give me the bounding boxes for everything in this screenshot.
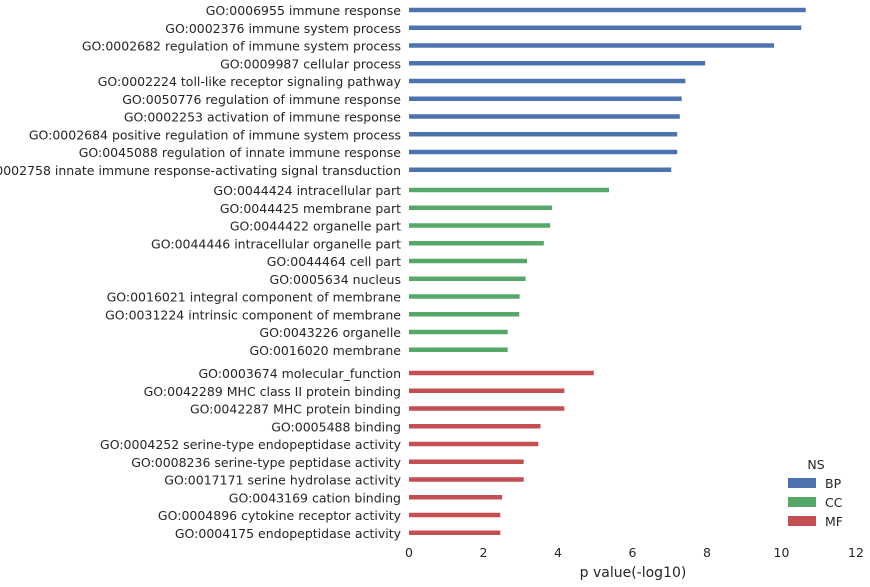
category-label: GO:0050776 regulation of immune response	[122, 92, 401, 107]
bar-bp	[409, 114, 680, 119]
bar-cc	[409, 312, 520, 317]
category-label: GO:0004175 endopeptidase activity	[175, 526, 402, 541]
category-label: GO:0002758 innate immune response-activa…	[0, 163, 401, 178]
bar-cc	[409, 205, 553, 210]
bar-mf	[409, 477, 524, 482]
bar-bp	[409, 149, 678, 155]
bar-cc	[409, 241, 544, 246]
bar-bp	[409, 43, 775, 48]
category-label: GO:0005634 nucleus	[270, 272, 401, 287]
x-tick-label: 12	[848, 545, 864, 560]
bar-bp	[409, 78, 686, 84]
category-label: GO:0005488 binding	[271, 419, 401, 434]
x-tick-label: 8	[703, 545, 711, 560]
category-label: GO:0002682 regulation of immune system p…	[82, 39, 401, 54]
category-label: GO:0042287 MHC protein binding	[190, 402, 401, 417]
x-axis-title: p value(-log10)	[580, 565, 687, 581]
category-label: GO:0031224 intrinsic component of membra…	[105, 307, 401, 322]
bar-mf	[409, 459, 524, 464]
bar-bp	[409, 132, 678, 137]
x-axis-ticks: 0 2 4 6 8 10 12	[405, 545, 864, 560]
category-labels: GO:0006955 immune response GO:0002376 imm…	[0, 3, 402, 541]
category-label: GO:0044464 cell part	[267, 254, 401, 269]
bar-mf	[409, 512, 501, 518]
x-tick-label: 6	[629, 545, 637, 560]
bars-layer	[409, 7, 806, 535]
bar-cc	[409, 223, 551, 228]
category-label: GO:0043169 cation binding	[229, 490, 401, 505]
category-label: GO:0017171 serine hydrolase activity	[164, 473, 401, 488]
bar-mf	[409, 530, 501, 535]
category-label: GO:0006955 immune response	[206, 3, 402, 18]
legend-title: NS	[807, 457, 824, 472]
category-label: GO:0042289 MHC class II protein binding	[144, 384, 401, 399]
bar-mf	[409, 388, 565, 393]
x-tick-label: 10	[774, 545, 790, 560]
category-label: GO:0016021 integral component of membran…	[107, 290, 402, 305]
bar-bp	[409, 61, 706, 66]
bar-cc	[409, 329, 508, 335]
category-label: GO:0044425 membrane part	[220, 201, 401, 216]
category-label: GO:0044446 intracellular organelle part	[151, 236, 401, 251]
category-label: GO:0043226 organelle	[259, 325, 401, 340]
category-label: GO:0004896 cytokine receptor activity	[158, 508, 402, 523]
legend-label-mf: MF	[825, 514, 843, 529]
legend-swatch-cc	[788, 497, 816, 507]
legend-swatch-bp	[788, 478, 816, 488]
category-label: GO:0044422 organelle part	[230, 219, 401, 234]
bar-bp	[409, 96, 682, 101]
category-label: GO:0009987 cellular process	[220, 56, 401, 71]
category-label: GO:0008236 serine-type peptidase activit…	[131, 455, 401, 470]
category-label: GO:0002253 activation of immune response	[124, 110, 401, 125]
bar-mf	[409, 406, 565, 411]
legend-swatch-mf	[788, 516, 816, 526]
bar-mf	[409, 495, 503, 500]
bar-cc	[409, 276, 526, 281]
x-tick-label: 4	[554, 545, 562, 560]
x-tick-label: 0	[405, 545, 413, 560]
bar-cc	[409, 294, 520, 299]
legend: NS BP CC MF	[788, 457, 843, 529]
bar-mf	[409, 441, 539, 447]
x-tick-label: 2	[480, 545, 488, 560]
category-label: GO:0045088 regulation of innate immune r…	[79, 145, 402, 160]
bar-mf	[409, 424, 541, 429]
bar-mf	[409, 370, 594, 376]
legend-label-cc: CC	[825, 495, 843, 510]
category-label: GO:0002376 immune system process	[165, 21, 401, 36]
legend-label-bp: BP	[825, 476, 842, 491]
bar-bp	[409, 25, 802, 30]
category-label: GO:0016020 membrane	[249, 343, 401, 358]
bar-bp	[409, 7, 806, 13]
category-label: GO:0004252 serine-type endopeptidase act…	[100, 437, 402, 452]
category-label: GO:0002684 positive regulation of immune…	[29, 127, 401, 142]
bar-cc	[409, 258, 528, 264]
category-label: GO:0044424 intracellular part	[213, 183, 401, 198]
bar-bp	[409, 167, 672, 172]
bar-cc	[409, 187, 610, 193]
category-label: GO:0003674 molecular_function	[198, 366, 401, 381]
legend-entries: BP CC MF	[788, 476, 843, 529]
bar-cc	[409, 347, 508, 352]
category-label: GO:0002224 toll-like receptor signaling …	[98, 74, 402, 89]
